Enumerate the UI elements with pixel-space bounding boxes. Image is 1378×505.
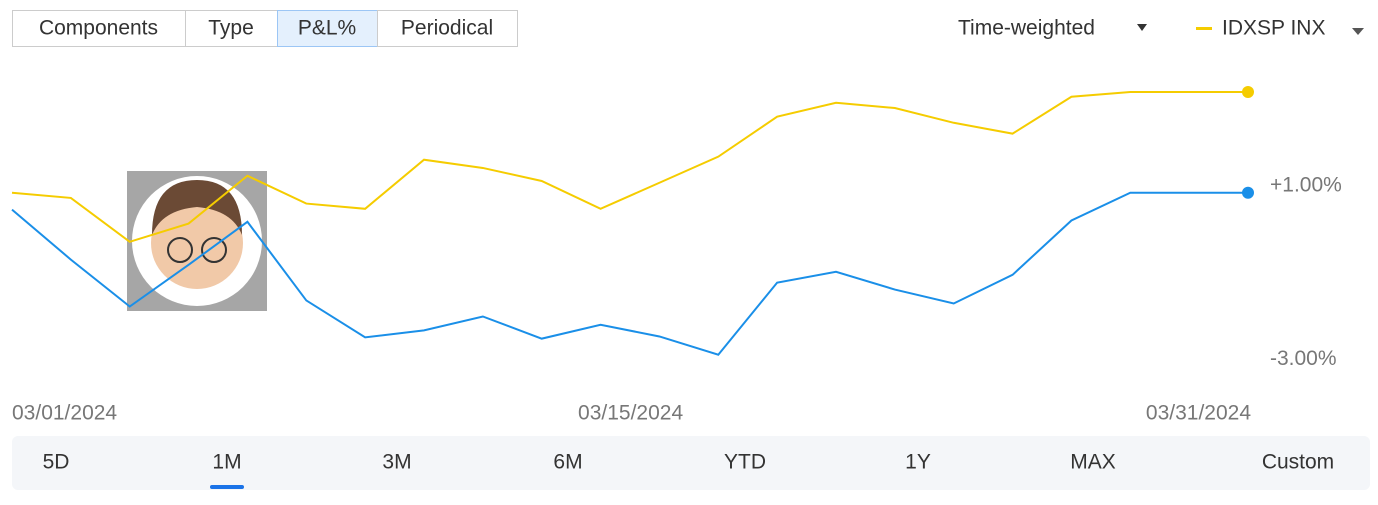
avatar bbox=[127, 171, 267, 311]
range-option[interactable]: 3M bbox=[382, 451, 411, 474]
range-option[interactable]: 1Y bbox=[905, 451, 931, 474]
legend-entry[interactable]: IDXSP INX bbox=[1222, 17, 1325, 40]
tab-label[interactable]: Periodical bbox=[401, 17, 493, 40]
series-line bbox=[11, 191, 1248, 356]
end-marker bbox=[1242, 186, 1254, 199]
range-option[interactable]: MAX bbox=[1070, 451, 1116, 474]
range-option[interactable]: 5D bbox=[43, 451, 70, 474]
range-underline bbox=[210, 485, 244, 489]
method-dropdown[interactable]: Time-weighted bbox=[958, 17, 1095, 40]
tab-label[interactable]: Type bbox=[208, 17, 254, 40]
tab-label[interactable]: P&L% bbox=[298, 17, 356, 40]
series-line bbox=[11, 90, 1248, 243]
dropdown-arrow bbox=[1352, 28, 1364, 35]
x-tick-label: 03/15/2024 bbox=[578, 402, 683, 425]
range-bar bbox=[12, 436, 1370, 490]
x-tick-label: 03/01/2024 bbox=[12, 402, 117, 425]
legend-swatch bbox=[1196, 27, 1212, 30]
range-option[interactable]: Custom bbox=[1262, 451, 1334, 474]
y-tick-label: +1.00% bbox=[1270, 173, 1342, 196]
end-marker bbox=[1242, 85, 1254, 98]
y-tick-label: -3.00% bbox=[1270, 347, 1337, 370]
dropdown-arrow bbox=[1137, 24, 1147, 31]
range-option[interactable]: 6M bbox=[553, 451, 582, 474]
tab[interactable] bbox=[12, 10, 186, 47]
range-option[interactable]: 1M bbox=[212, 451, 241, 474]
tab-label[interactable]: Components bbox=[39, 17, 158, 40]
tab[interactable] bbox=[185, 10, 278, 47]
range-option[interactable]: YTD bbox=[724, 451, 766, 474]
tab[interactable] bbox=[377, 10, 518, 47]
x-tick-label: 03/31/2024 bbox=[1146, 402, 1251, 425]
